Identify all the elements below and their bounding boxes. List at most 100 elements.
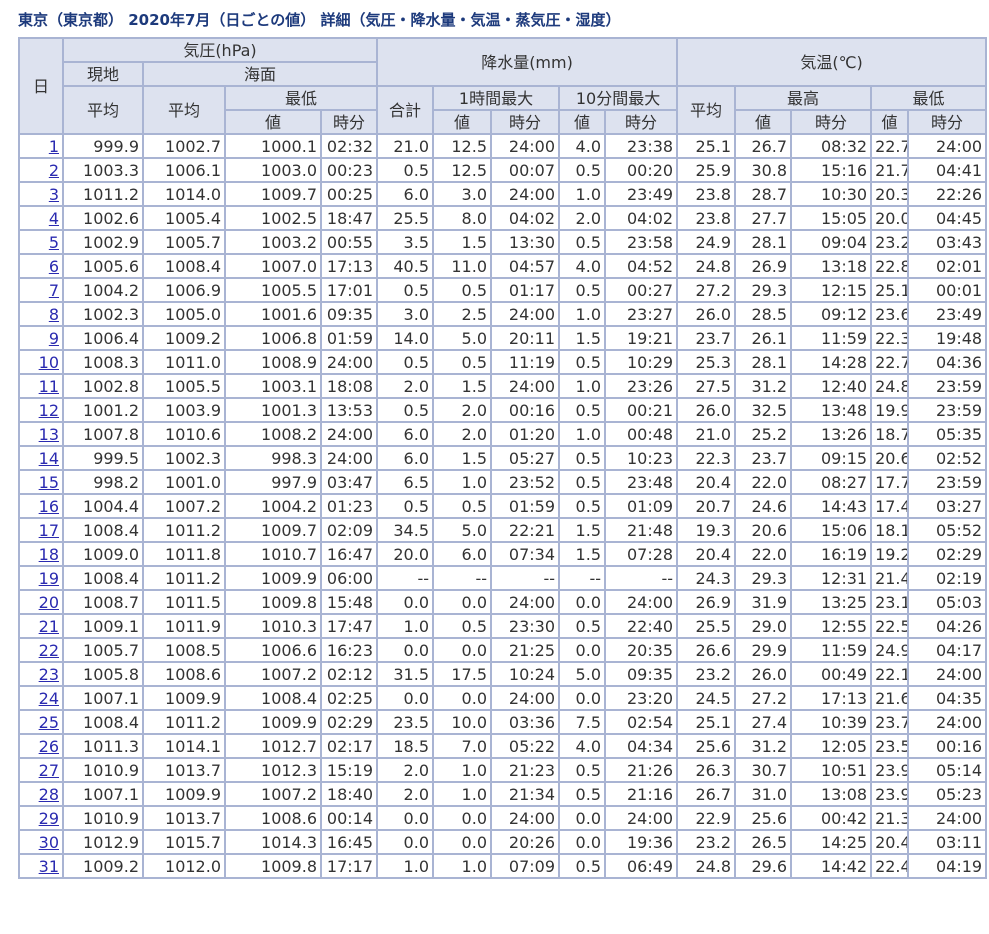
data-cell: 23.7 bbox=[870, 709, 910, 735]
day-link[interactable]: 29 bbox=[38, 808, 59, 828]
day-cell: 10 bbox=[18, 349, 64, 375]
data-cell: 1014.0 bbox=[142, 181, 226, 207]
data-cell: 25.1 bbox=[870, 277, 910, 303]
data-cell: 23:59 bbox=[907, 469, 988, 495]
data-cell: 1007.2 bbox=[224, 661, 322, 687]
day-link[interactable]: 19 bbox=[38, 568, 59, 588]
data-cell: 25.1 bbox=[676, 133, 737, 159]
day-link[interactable]: 10 bbox=[38, 352, 59, 372]
data-cell: 12.5 bbox=[432, 133, 492, 159]
day-link[interactable]: 24 bbox=[38, 688, 59, 708]
day-link[interactable]: 5 bbox=[48, 232, 59, 252]
data-cell: 24.6 bbox=[734, 493, 793, 519]
day-link[interactable]: 27 bbox=[38, 760, 59, 780]
table-row: 21 1009.1 1011.9 1010.3 17:47 1.0 0.5 23:30 0.5 2… bbox=[18, 613, 988, 639]
data-cell: 1.0 bbox=[376, 853, 434, 879]
day-link[interactable]: 14 bbox=[38, 448, 59, 468]
data-cell: 1010.7 bbox=[224, 541, 322, 567]
data-cell: 04:02 bbox=[490, 205, 560, 231]
data-cell: 13:08 bbox=[790, 781, 873, 807]
data-cell: 0.5 bbox=[376, 397, 434, 423]
data-cell: 27.2 bbox=[734, 685, 793, 711]
data-cell: 15:06 bbox=[790, 517, 873, 543]
data-cell: 28.1 bbox=[734, 229, 793, 255]
day-link[interactable]: 20 bbox=[38, 592, 59, 612]
data-cell: 26.9 bbox=[734, 253, 793, 279]
data-cell: 26.5 bbox=[734, 829, 793, 855]
data-cell: 1001.3 bbox=[224, 397, 322, 423]
data-cell: 28.1 bbox=[734, 349, 793, 375]
day-link[interactable]: 25 bbox=[38, 712, 59, 732]
data-cell: 01:59 bbox=[320, 325, 378, 351]
day-link[interactable]: 31 bbox=[38, 856, 59, 876]
table-row: 11 1002.8 1005.5 1003.1 18:08 2.0 1.5 24:00 1.0 2… bbox=[18, 373, 988, 399]
data-cell: -- bbox=[558, 565, 606, 591]
data-cell: 23.9 bbox=[870, 757, 910, 783]
day-link[interactable]: 2 bbox=[48, 160, 59, 180]
data-cell: 27.4 bbox=[734, 709, 793, 735]
day-link[interactable]: 22 bbox=[38, 640, 59, 660]
data-cell: 23:48 bbox=[603, 469, 679, 495]
table-row: 16 1004.4 1007.2 1004.2 01:23 0.5 0.5 01:59 0.5 0… bbox=[18, 493, 988, 519]
data-cell: 0.5 bbox=[376, 157, 434, 183]
data-cell: 7.0 bbox=[432, 733, 492, 759]
day-link[interactable]: 16 bbox=[38, 496, 59, 516]
header-temp-max: 最高 bbox=[734, 85, 873, 111]
data-cell: 23:38 bbox=[603, 133, 679, 159]
data-cell: 02:01 bbox=[907, 253, 988, 279]
day-link[interactable]: 28 bbox=[38, 784, 59, 804]
day-link[interactable]: 4 bbox=[48, 208, 59, 228]
data-cell: 22.4 bbox=[870, 853, 910, 879]
day-link[interactable]: 7 bbox=[48, 280, 59, 300]
day-link[interactable]: 23 bbox=[38, 664, 59, 684]
day-link[interactable]: 26 bbox=[38, 736, 59, 756]
data-cell: 01:59 bbox=[490, 493, 560, 519]
table-row: 7 1004.2 1006.9 1005.5 17:01 0.5 0.5 01:17 0.5 00… bbox=[18, 277, 988, 303]
data-cell: 29.0 bbox=[734, 613, 793, 639]
header-max-10m: 10分間最大 bbox=[557, 85, 679, 111]
data-cell: 26.9 bbox=[676, 589, 737, 615]
data-cell: 03:47 bbox=[320, 469, 378, 495]
day-link[interactable]: 3 bbox=[48, 184, 59, 204]
data-cell: 1006.9 bbox=[142, 277, 226, 303]
day-link[interactable]: 12 bbox=[38, 400, 59, 420]
day-link[interactable]: 15 bbox=[38, 472, 59, 492]
day-cell: 26 bbox=[18, 733, 64, 759]
data-cell: 1012.9 bbox=[62, 829, 144, 855]
day-link[interactable]: 21 bbox=[38, 616, 59, 636]
data-cell: 24:00 bbox=[907, 805, 988, 831]
data-cell: 1.0 bbox=[558, 301, 606, 327]
data-cell: 1.5 bbox=[432, 373, 492, 399]
data-cell: 3.5 bbox=[376, 229, 434, 255]
data-cell: 20:35 bbox=[603, 637, 679, 663]
data-cell: 24:00 bbox=[490, 685, 560, 711]
day-link[interactable]: 11 bbox=[38, 376, 59, 396]
data-cell: 10:51 bbox=[790, 757, 873, 783]
data-cell: 25.9 bbox=[676, 157, 737, 183]
data-cell: 1006.1 bbox=[142, 157, 226, 183]
header-time: 時分 bbox=[907, 109, 988, 135]
day-link[interactable]: 17 bbox=[38, 520, 59, 540]
data-cell: 1010.6 bbox=[142, 421, 226, 447]
data-cell: 1008.4 bbox=[142, 253, 226, 279]
data-cell: 29.3 bbox=[734, 277, 793, 303]
data-cell: 04:45 bbox=[907, 205, 988, 231]
day-link[interactable]: 9 bbox=[48, 328, 59, 348]
table-row: 15 998.2 1001.0 997.9 03:47 6.5 1.0 23:52 0.5 23:… bbox=[18, 469, 988, 495]
day-link[interactable]: 8 bbox=[48, 304, 59, 324]
day-link[interactable]: 13 bbox=[38, 424, 59, 444]
data-cell: 0.0 bbox=[558, 829, 606, 855]
data-cell: 21.0 bbox=[676, 421, 737, 447]
day-link[interactable]: 30 bbox=[38, 832, 59, 852]
day-link[interactable]: 1 bbox=[48, 136, 59, 156]
data-cell: 1011.8 bbox=[142, 541, 226, 567]
data-cell: 16:19 bbox=[790, 541, 873, 567]
data-cell: 13:25 bbox=[790, 589, 873, 615]
data-cell: -- bbox=[603, 565, 679, 591]
day-link[interactable]: 18 bbox=[38, 544, 59, 564]
day-cell: 31 bbox=[18, 853, 64, 879]
data-cell: 16:45 bbox=[320, 829, 378, 855]
day-link[interactable]: 6 bbox=[48, 256, 59, 276]
data-cell: 01:23 bbox=[320, 493, 378, 519]
data-cell: 23:49 bbox=[603, 181, 679, 207]
